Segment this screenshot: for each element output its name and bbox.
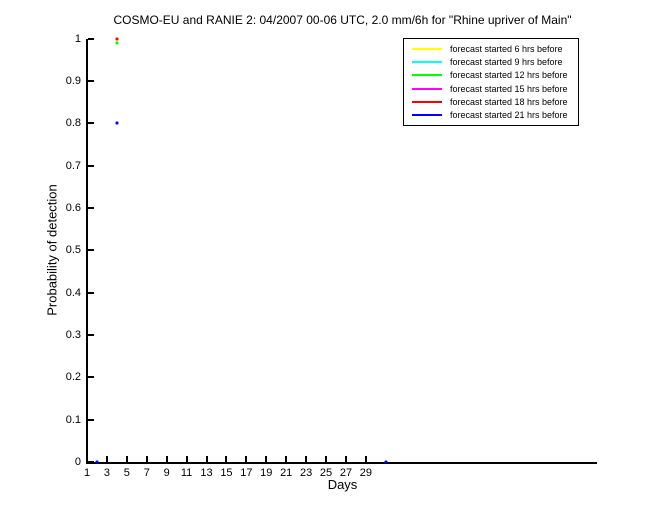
y-tick xyxy=(88,164,94,167)
legend-line-sample xyxy=(412,47,442,50)
x-tick xyxy=(325,456,328,462)
x-axis-label: Days xyxy=(327,477,358,492)
y-tick-label: 1 xyxy=(74,32,81,45)
x-tick xyxy=(265,456,268,462)
y-tick xyxy=(88,291,94,294)
y-tick-label: 0 xyxy=(74,456,81,468)
y-tick xyxy=(88,418,94,421)
x-tick-label: 1 xyxy=(83,467,91,479)
legend-entry-label: forecast started 6 hrs before xyxy=(450,43,563,54)
x-tick xyxy=(86,456,88,462)
x-tick-label: 29 xyxy=(359,467,372,479)
y-tick-label: 0.4 xyxy=(65,286,81,299)
x-tick xyxy=(285,456,288,462)
legend-entry: forecast started 9 hrs before xyxy=(404,57,578,67)
legend-line-sample xyxy=(412,87,442,90)
y-tick-label: 0.1 xyxy=(65,413,81,426)
x-tick xyxy=(205,456,208,462)
legend-entry-label: forecast started 18 hrs before xyxy=(450,96,568,107)
y-tick xyxy=(88,79,94,82)
x-tick xyxy=(125,456,128,462)
y-tick-label: 0.5 xyxy=(65,244,81,257)
data-point xyxy=(115,121,119,125)
legend-entry: forecast started 21 hrs before xyxy=(404,110,578,120)
legend-line-sample xyxy=(412,60,442,63)
x-tick xyxy=(165,456,168,462)
legend-entry-label: forecast started 9 hrs before xyxy=(450,56,563,67)
x-tick-label: 11 xyxy=(180,467,193,479)
x-tick xyxy=(364,456,367,462)
x-tick-label: 15 xyxy=(220,467,233,479)
y-tick xyxy=(88,461,94,463)
x-tick xyxy=(105,456,108,462)
x-tick-label: 13 xyxy=(200,467,213,479)
legend: forecast started 6 hrs before forecast st… xyxy=(403,38,579,126)
y-tick-label: 0.2 xyxy=(65,371,81,384)
y-tick xyxy=(88,333,94,336)
x-tick xyxy=(245,456,248,462)
x-axis-line xyxy=(86,462,597,464)
x-tick xyxy=(305,456,308,462)
x-tick xyxy=(185,456,188,462)
x-tick-label: 27 xyxy=(339,467,353,479)
y-axis-line xyxy=(86,38,88,464)
legend-entry: forecast started 6 hrs before xyxy=(404,44,578,54)
data-point xyxy=(115,37,119,40)
x-tick-label: 19 xyxy=(260,467,273,479)
x-tick-label: 17 xyxy=(240,467,253,479)
y-tick-label: 0.7 xyxy=(65,159,81,172)
x-tick-label: 21 xyxy=(280,467,293,479)
data-point xyxy=(115,41,119,45)
x-tick-label: 5 xyxy=(123,467,130,479)
y-tick-label: 0.9 xyxy=(65,74,81,87)
y-tick xyxy=(88,376,94,379)
chart-title: COSMO-EU and RANIE 2: 04/2007 00-06 UTC,… xyxy=(113,13,572,27)
data-point xyxy=(384,460,388,464)
y-tick xyxy=(88,249,94,252)
y-tick xyxy=(88,37,94,40)
x-tick xyxy=(225,456,228,462)
y-tick-label: 0.3 xyxy=(65,328,81,341)
data-point xyxy=(95,460,99,464)
y-tick xyxy=(88,206,94,209)
y-tick-label: 0.6 xyxy=(65,201,81,214)
x-tick-label: 7 xyxy=(143,467,150,479)
x-tick-label: 3 xyxy=(103,467,110,479)
x-tick-label: 23 xyxy=(299,467,313,479)
legend-line-sample xyxy=(412,114,442,117)
legend-entry-label: forecast started 21 hrs before xyxy=(450,110,568,121)
x-tick xyxy=(145,456,148,462)
x-tick xyxy=(344,456,347,462)
y-tick-label: 0.8 xyxy=(65,117,81,130)
legend-entry: forecast started 18 hrs before xyxy=(404,97,578,107)
legend-entry-label: forecast started 12 hrs before xyxy=(450,70,568,81)
x-tick-label: 25 xyxy=(319,467,333,479)
legend-line-sample xyxy=(412,74,442,77)
legend-line-sample xyxy=(412,100,442,103)
x-tick-label: 9 xyxy=(163,467,170,479)
legend-entry: forecast started 15 hrs before xyxy=(404,84,578,94)
y-axis-label: Probability of detection xyxy=(44,184,60,316)
legend-entry: forecast started 12 hrs before xyxy=(404,70,578,80)
legend-entry-label: forecast started 15 hrs before xyxy=(450,83,568,94)
y-tick xyxy=(88,122,94,125)
